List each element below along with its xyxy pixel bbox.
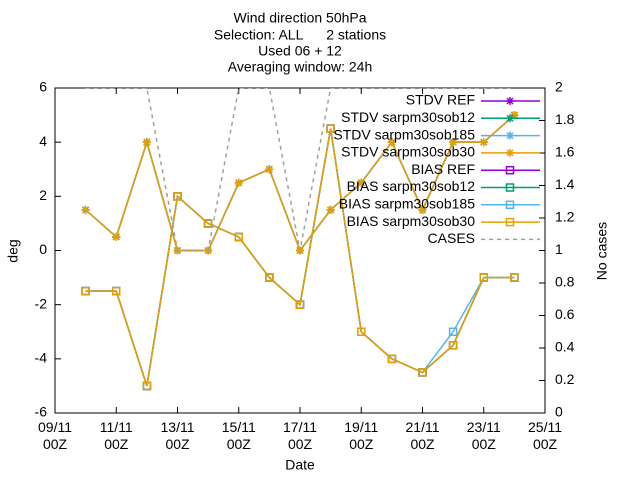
x-axis-label: Date (285, 457, 315, 473)
y2-tick-label: 0.8 (555, 274, 575, 290)
legend-label: CASES (428, 230, 475, 246)
chart-subtitle: Selection: ALL 2 stations (214, 27, 386, 43)
series-line (85, 128, 515, 387)
square-marker (81, 286, 90, 296)
star-stroke (510, 111, 518, 119)
y-tick-label: 2 (39, 187, 47, 203)
star-marker (479, 138, 488, 147)
star-stroke (265, 165, 273, 173)
star-stroke (82, 206, 90, 214)
star-marker (142, 138, 151, 147)
star-marker (326, 205, 335, 214)
square-marker (479, 273, 488, 282)
plot-area (81, 88, 519, 391)
star-marker (506, 114, 514, 123)
star-marker (387, 138, 396, 147)
chart-subtitle: Averaging window: 24h (228, 59, 373, 75)
legend-label: STDV sarpm30sob30 (341, 144, 475, 160)
star-stroke (480, 138, 488, 146)
square-marker (357, 327, 366, 336)
x-tick-label: 17/11 00Z (283, 419, 317, 452)
legend-label: BIAS sarpm30sob12 (347, 178, 476, 194)
y-tick-label: -2 (35, 295, 48, 311)
legend-label: STDV REF (406, 92, 475, 108)
star-stroke (112, 233, 120, 241)
y2-tick-label: 1.6 (555, 144, 575, 160)
x-tick-label: 25/11 00Z (528, 419, 562, 452)
star-marker (418, 205, 427, 214)
star-marker (357, 178, 366, 187)
y2-tick-label: 1 (555, 241, 563, 257)
x-tick-label: 23/11 00Z (466, 419, 501, 452)
y2-tick-label: 0.6 (555, 306, 575, 322)
x-tick-label: 19/11 00Z (344, 419, 379, 452)
star-marker (234, 178, 243, 187)
star-stroke (506, 149, 514, 157)
star-stroke (327, 206, 335, 214)
star-stroke (143, 138, 151, 146)
y2-tick-label: 0 (555, 404, 563, 420)
star-stroke (449, 138, 457, 146)
square-marker (326, 124, 335, 133)
y-tick-label: 4 (39, 133, 47, 149)
chart-subtitle: Used 06 + 12 (258, 43, 342, 59)
x-tick-label: 21/11 00Z (405, 419, 440, 452)
star-stroke (357, 179, 365, 187)
square-marker (173, 192, 182, 201)
y2-tick-label: 0.4 (555, 339, 575, 355)
square-marker (295, 300, 305, 309)
x-tick-label: 13/11 00Z (160, 419, 195, 452)
star-stroke (506, 114, 514, 122)
star-stroke (506, 132, 514, 140)
star-stroke (235, 179, 243, 187)
star-stroke (388, 138, 396, 146)
star-stroke (418, 206, 427, 214)
square-marker (387, 354, 397, 364)
square-marker (505, 183, 515, 192)
star-marker (506, 97, 514, 105)
star-marker (81, 205, 90, 214)
star-marker (506, 148, 514, 157)
y2-tick-label: 1.8 (555, 111, 575, 127)
x-tick-label: 09/11 00Z (38, 419, 72, 452)
chart-title: Wind direction 50hPa (233, 10, 366, 26)
y2-tick-label: 1.2 (555, 209, 575, 225)
y-axis-label: deg (5, 239, 21, 262)
legend-label: BIAS sarpm30sob30 (347, 213, 476, 229)
legend-label: STDV sarpm30sob12 (341, 109, 475, 125)
y-tick-label: -4 (35, 350, 48, 366)
y-tick-label: -6 (35, 404, 48, 420)
square-marker (505, 165, 515, 175)
y-tick-label: 6 (39, 79, 47, 95)
square-marker (448, 341, 458, 350)
legend-label: BIAS REF (411, 161, 475, 177)
y2-tick-label: 2 (555, 79, 563, 95)
y2-tick-label: 1.4 (555, 176, 575, 192)
y-tick-label: 0 (39, 241, 47, 257)
square-marker (510, 273, 519, 282)
star-marker (506, 131, 514, 140)
star-marker (112, 232, 121, 241)
legend-label: STDV sarpm30sob185 (333, 126, 475, 142)
star-stroke (506, 97, 514, 105)
square-marker (203, 219, 213, 228)
square-marker (505, 217, 515, 227)
star-marker (265, 165, 274, 174)
square-marker (142, 381, 152, 391)
square-marker (265, 273, 274, 282)
x-tick-label: 15/11 00Z (221, 419, 256, 452)
square-marker (448, 327, 458, 336)
square-marker (112, 286, 121, 296)
series-line (85, 88, 515, 252)
x-tick-label: 11/11 00Z (99, 419, 133, 452)
square-marker (234, 232, 243, 242)
star-marker (449, 138, 458, 147)
square-marker (505, 200, 515, 210)
legend-label: BIAS sarpm30sob185 (339, 196, 475, 212)
y2-axis-label: No cases (594, 222, 610, 280)
y2-tick-label: 0.2 (555, 371, 575, 387)
square-marker (418, 368, 427, 377)
